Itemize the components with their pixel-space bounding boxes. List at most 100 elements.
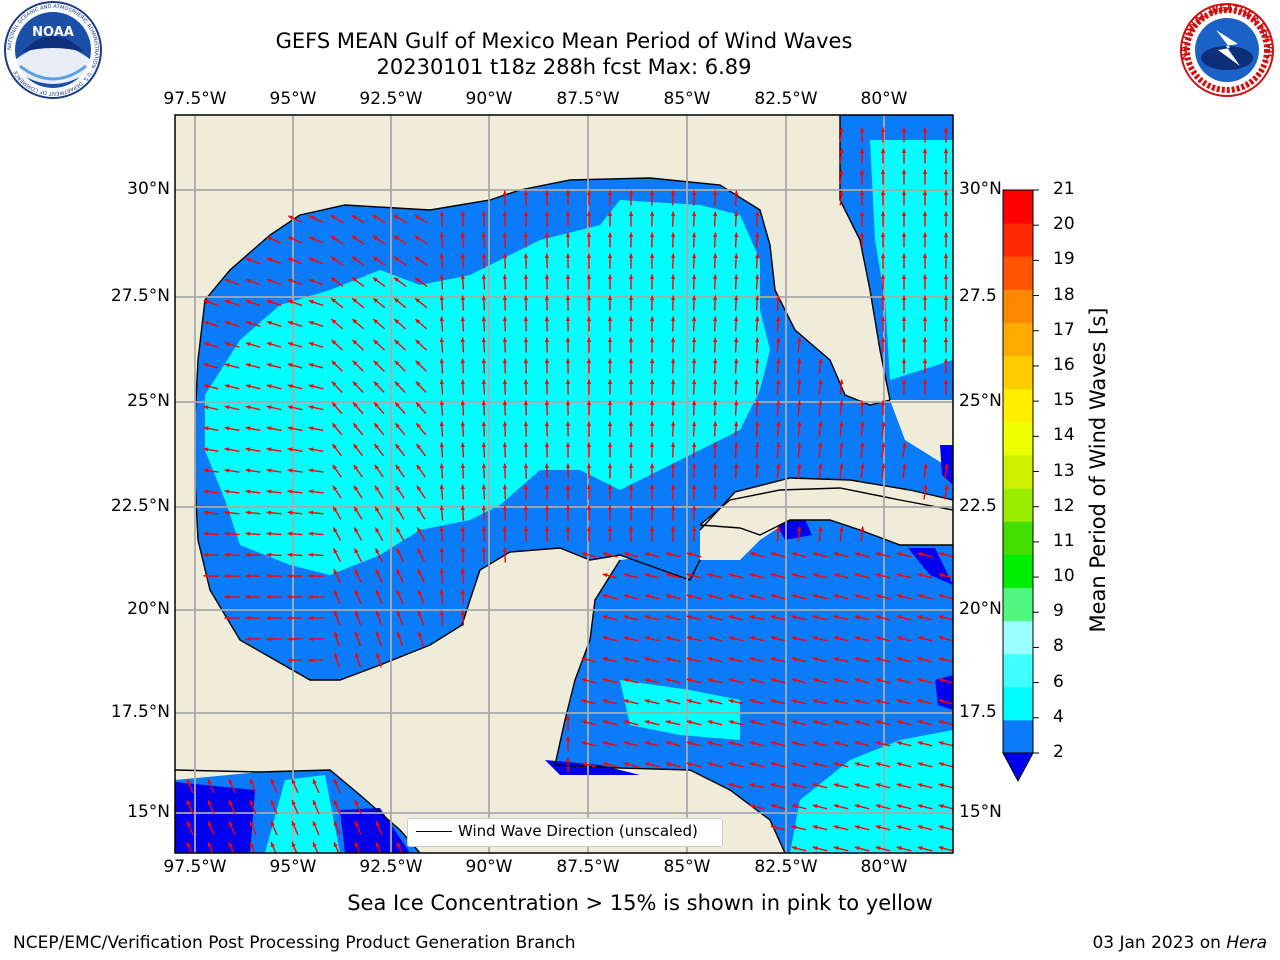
- wave-arrow: [249, 778, 257, 794]
- wave-arrow: [439, 568, 444, 584]
- wave-arrow: [224, 342, 240, 348]
- wave-arrow: [523, 421, 529, 437]
- wave-arrow: [439, 400, 444, 416]
- nws-logo: NATIONAL WEATHER SERVICE: [1173, 0, 1278, 102]
- wave-arrow: [791, 804, 807, 810]
- wave-arrow: [353, 464, 363, 478]
- wave-arrow: [607, 505, 613, 521]
- colorbar-tick-label: 12: [1053, 495, 1075, 516]
- wave-arrow: [330, 318, 344, 330]
- wave-arrow: [670, 358, 676, 374]
- wave-arrow: [922, 295, 928, 311]
- wave-arrow: [917, 762, 933, 768]
- wave-arrow: [544, 316, 550, 332]
- wave-arrow: [266, 363, 282, 369]
- wave-arrow: [544, 190, 550, 206]
- wave-arrow: [607, 232, 613, 248]
- wave-arrow: [394, 381, 406, 393]
- wave-arrow: [755, 358, 760, 374]
- wave-arrow: [902, 442, 907, 458]
- wave-arrow: [245, 299, 261, 307]
- wave-arrow: [691, 190, 697, 206]
- wave-arrow: [332, 464, 342, 478]
- wave-arrow: [670, 442, 676, 458]
- wave-arrow: [375, 841, 382, 853]
- wave-arrow: [287, 594, 303, 600]
- wave-arrow: [770, 657, 786, 663]
- wave-arrow: [917, 699, 933, 705]
- wave-arrow: [308, 510, 324, 515]
- colorbar-segment: [1003, 355, 1033, 390]
- wave-arrow: [372, 318, 386, 330]
- wave-arrow: [797, 400, 802, 416]
- lon-tick-label-bottom: 90°W: [465, 857, 513, 877]
- wave-arrow: [623, 741, 639, 747]
- wave-arrow: [224, 278, 240, 286]
- wave-arrow: [308, 531, 324, 536]
- wave-arrow: [333, 610, 341, 626]
- wave-arrow: [331, 443, 343, 457]
- wave-arrow: [586, 421, 592, 437]
- wave-arrow: [502, 484, 508, 500]
- wave-arrow: [628, 442, 634, 458]
- wave-arrow: [791, 594, 807, 600]
- wave-arrow: [415, 422, 427, 436]
- wave-arrow: [481, 232, 487, 248]
- wave-arrow: [416, 527, 426, 541]
- wave-arrow: [860, 526, 865, 542]
- wave-arrow: [691, 316, 697, 332]
- wave-arrow: [686, 699, 702, 705]
- wave-arrow: [523, 463, 529, 479]
- wave-arrow: [859, 148, 865, 164]
- wave-arrow: [439, 589, 444, 605]
- wave-arrow: [396, 568, 404, 584]
- wave-arrow: [439, 526, 444, 542]
- wave-arrow: [481, 505, 487, 521]
- wave-arrow: [839, 400, 844, 416]
- wave-arrow: [565, 232, 571, 248]
- wave-arrow: [917, 804, 933, 810]
- wave-arrow: [686, 678, 702, 684]
- wave-arrow: [586, 253, 592, 269]
- wave-arrow: [439, 211, 444, 227]
- wave-arrow: [670, 463, 676, 479]
- colorbar-tick-label: 9: [1053, 601, 1064, 622]
- wave-arrow: [686, 741, 702, 747]
- colorbar-segment: [1003, 554, 1033, 588]
- wave-arrow: [523, 358, 529, 374]
- wave-arrow: [287, 658, 303, 663]
- wave-arrow: [733, 253, 739, 269]
- wave-arrow: [287, 321, 303, 327]
- wave-arrow: [245, 278, 261, 286]
- wave-arrow: [707, 594, 723, 600]
- wave-arrow: [460, 295, 466, 311]
- wave-arrow: [770, 825, 786, 831]
- wave-arrow: [712, 295, 718, 311]
- wave-arrow: [938, 741, 953, 747]
- wave-arrow: [749, 783, 765, 789]
- wave-arrow: [354, 610, 362, 626]
- wave-arrow: [373, 381, 385, 393]
- wave-arrow: [733, 295, 739, 311]
- wave-arrow: [372, 235, 386, 245]
- wave-arrow: [749, 804, 765, 810]
- wave-arrow: [523, 211, 529, 227]
- wave-arrow: [833, 678, 849, 684]
- wave-arrow: [833, 594, 849, 600]
- wave-arrow: [523, 295, 529, 311]
- wave-arrow: [755, 253, 760, 269]
- wave-arrow: [581, 762, 597, 768]
- wave-arrow: [203, 426, 219, 432]
- period-4-6-region: [205, 200, 770, 575]
- lat-tick-label-right: 17.5: [959, 702, 997, 722]
- wave-arrow: [812, 762, 828, 768]
- wave-arrow: [333, 568, 341, 584]
- plot-subtitle: 20230101 t18z 288h fcst Max: 6.89: [376, 55, 752, 79]
- wave-arrow: [308, 299, 324, 307]
- wave-arrow: [644, 762, 660, 768]
- wave-arrow: [481, 463, 487, 479]
- wave-arrow: [818, 463, 823, 479]
- wave-arrow: [859, 190, 865, 206]
- wave-arrow: [374, 548, 384, 562]
- wave-arrow: [523, 526, 529, 542]
